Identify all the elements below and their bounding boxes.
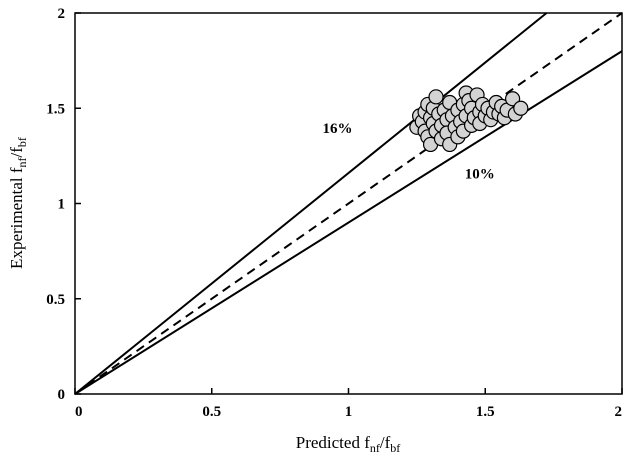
line-label-10pct: 10% xyxy=(465,167,495,183)
y-tick-label: 0.5 xyxy=(46,292,65,308)
data-points xyxy=(409,85,529,153)
one-to-one-line xyxy=(74,12,623,395)
x-tick-label: 1.5 xyxy=(476,404,495,420)
data-point xyxy=(513,100,529,116)
y-axis-title: Experimental fnf/fbf xyxy=(7,137,29,269)
bound-line-16pct xyxy=(74,12,548,395)
data-point xyxy=(504,91,521,107)
bound-line-10pct xyxy=(74,50,623,395)
line-annotations: 16% 10% xyxy=(323,121,495,183)
x-tick-label: 2 xyxy=(615,404,623,420)
y-tick-label: 1 xyxy=(58,197,66,213)
data-point xyxy=(428,89,444,105)
y-tick-label: 1.5 xyxy=(46,101,65,117)
line-label-16pct: 16% xyxy=(323,121,353,137)
y-tick-label: 0 xyxy=(58,387,66,403)
x-tick-label: 0 xyxy=(75,404,83,420)
y-tick-label: 2 xyxy=(58,6,66,22)
x-tick-label: 1 xyxy=(345,404,353,420)
x-tick-label: 0.5 xyxy=(202,404,221,420)
x-axis-ticks: 0 0.5 1 1.5 2 xyxy=(74,388,623,420)
y-axis-ticks: 0 0.5 1 1.5 2 xyxy=(46,6,81,403)
reference-lines xyxy=(74,12,623,395)
x-axis-title: Predicted fnf/fbf xyxy=(296,433,401,455)
